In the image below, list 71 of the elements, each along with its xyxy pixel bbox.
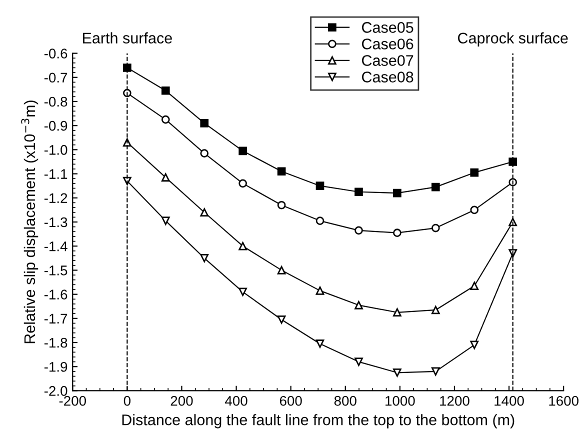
y-tick-label: -0.8 [44, 96, 68, 107]
x-tick-label: 400 [225, 396, 248, 406]
x-tick-label: 200 [170, 396, 193, 406]
point [470, 340, 479, 350]
legend-label: Case07 [362, 55, 414, 66]
point [354, 358, 363, 366]
x-axis-title: Distance along the fault line from the top to the bottom (m) [122, 414, 514, 428]
point [470, 282, 479, 290]
point [200, 208, 209, 217]
point [316, 340, 324, 348]
point [393, 188, 402, 198]
x-tick-label: 1000 [386, 396, 415, 406]
x-tick-label: 0 [124, 396, 130, 406]
y-tick-label: -1.9 [44, 362, 68, 372]
point [354, 300, 363, 310]
point [316, 216, 324, 225]
point [161, 115, 170, 124]
x-tick-label: 800 [334, 396, 356, 406]
y-tick-label: -1.1 [44, 169, 68, 179]
ref-line-label: Caprock surface [458, 32, 568, 47]
y-tick-label: -1.7 [44, 314, 68, 324]
y-tick-label: -1.5 [44, 266, 68, 276]
x-tick-label: 600 [280, 396, 302, 406]
point [161, 86, 170, 95]
point [431, 224, 440, 232]
y-tick-label: -2.0 [44, 386, 68, 396]
point [431, 367, 440, 376]
ref-line-label: Earth surface [83, 32, 172, 44]
legend-label: Case06 [362, 38, 414, 50]
point [393, 228, 402, 238]
point [277, 200, 286, 210]
point [316, 286, 324, 295]
legend-label: Case05 [362, 22, 414, 33]
point [316, 182, 324, 190]
y-tick-label: -1.2 [44, 193, 68, 203]
x-tick-label: 1400 [494, 396, 524, 406]
point [470, 168, 479, 177]
point [123, 64, 132, 72]
point [238, 242, 247, 250]
y-tick-label: -1.8 [44, 338, 68, 348]
point [277, 266, 286, 274]
y-axis-title: Relative slip displacement (x10$^{−3}$m) [21, 100, 38, 344]
x-tick-label: -200 [59, 396, 86, 406]
y-tick-label: -0.6 [44, 48, 68, 58]
point [238, 179, 247, 188]
point [200, 149, 209, 158]
y-tick-label: -0.9 [44, 120, 68, 131]
y-tick-label: -1.3 [44, 217, 68, 228]
point [277, 315, 286, 324]
point [238, 288, 247, 296]
point [354, 188, 363, 196]
point [508, 158, 518, 166]
y-tick-label: -1.4 [44, 242, 68, 252]
point [393, 368, 402, 377]
x-tick-label: 1200 [440, 396, 470, 406]
point [161, 216, 170, 225]
point [431, 182, 440, 192]
point [354, 226, 363, 235]
legend-label: Case08 [362, 72, 414, 82]
point [200, 254, 209, 262]
point [161, 173, 170, 182]
y-tick-label: -1.0 [44, 145, 68, 155]
point [470, 206, 479, 214]
y-tick-label: -0.7 [44, 72, 68, 83]
point [200, 119, 209, 128]
x-tick-label: 1600 [549, 396, 578, 406]
point [393, 308, 402, 317]
point [277, 167, 286, 176]
y-tick-label: -1.6 [44, 290, 68, 300]
point [238, 146, 247, 156]
point [431, 306, 440, 314]
